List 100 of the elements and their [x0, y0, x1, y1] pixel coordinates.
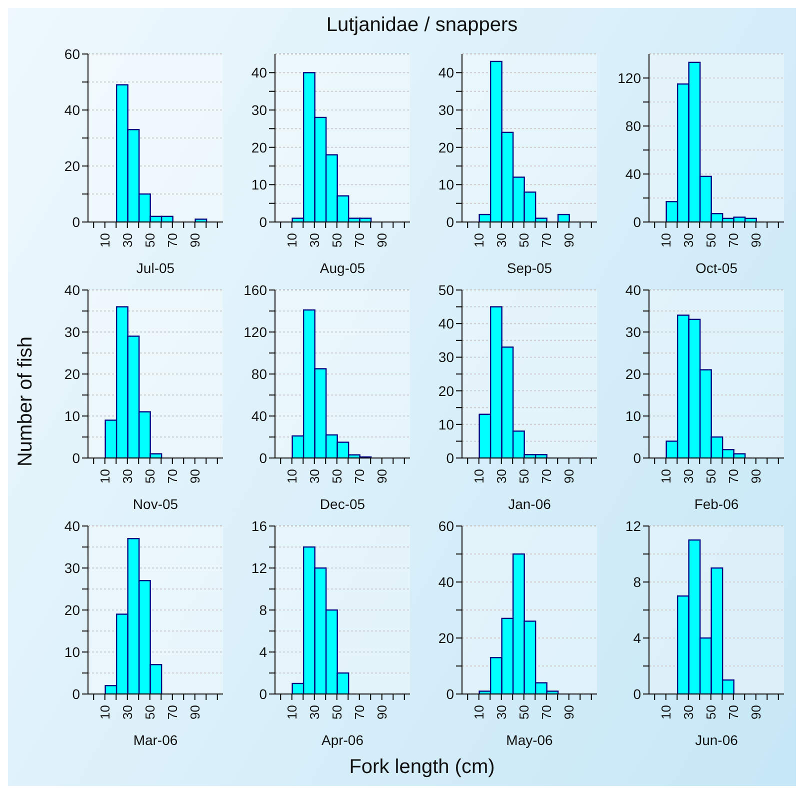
x-tick-label: 70 — [726, 233, 741, 248]
x-tick-label: 70 — [164, 705, 180, 720]
y-tick-label: 20 — [438, 139, 454, 156]
x-tick-label: 70 — [726, 469, 741, 484]
x-tick-label: 50 — [703, 469, 718, 484]
y-tick-label: 0 — [446, 214, 454, 230]
x-tick-label: 50 — [329, 705, 344, 720]
x-tick-label: 10 — [471, 469, 486, 484]
x-tick-label: 90 — [561, 469, 576, 484]
y-tick-label: 20 — [64, 158, 80, 174]
x-tick-label: 90 — [374, 233, 390, 248]
x-tick-label: 90 — [187, 705, 202, 720]
x-tick-label: 10 — [284, 469, 300, 484]
x-tick-label: 50 — [703, 705, 718, 720]
y-tick-label: 30 — [625, 324, 642, 340]
y-tick-label: 20 — [64, 602, 80, 618]
x-tick-label: 50 — [329, 233, 344, 248]
y-tick-label: 0 — [633, 686, 642, 702]
x-axis-title: Dec-05 — [320, 496, 366, 512]
x-tick-label: 50 — [516, 469, 532, 484]
y-tick-label: 80 — [251, 366, 268, 382]
y-tick-label: 0 — [446, 450, 454, 466]
y-tick-label: 40 — [251, 64, 268, 81]
y-tick-label: 10 — [64, 644, 80, 660]
x-tick-label: 50 — [516, 233, 532, 248]
text: Number of fish — [14, 336, 38, 466]
y-tick-label: 20 — [625, 366, 642, 382]
y-tick-label: 10 — [438, 416, 454, 432]
x-tick-label: 70 — [352, 705, 367, 720]
y-tick-label: 4 — [633, 630, 642, 646]
y-tick-label: 8 — [633, 574, 642, 590]
y-tick-label: 40 — [438, 64, 454, 81]
y-tick-label: 20 — [251, 139, 268, 156]
x-tick-label: 90 — [748, 233, 764, 248]
x-tick-label: 10 — [471, 705, 486, 720]
x-tick-label: 90 — [187, 469, 202, 484]
x-tick-label: 90 — [748, 705, 764, 720]
y-tick-label: 40 — [64, 282, 80, 298]
y-tick-label: 120 — [244, 324, 268, 340]
y-tick-label: 0 — [72, 686, 80, 702]
y-tick-label: 10 — [64, 408, 80, 424]
x-tick-label: 30 — [680, 233, 696, 248]
x-tick-label: 70 — [538, 233, 554, 248]
x-tick-label: 10 — [97, 705, 112, 720]
y-tick-label: 10 — [251, 176, 268, 193]
y-tick-label: 40 — [64, 102, 80, 118]
x-tick-label: 70 — [352, 469, 367, 484]
x-tick-label: 30 — [120, 233, 135, 248]
x-axis-title: Sep-05 — [506, 260, 552, 276]
x-tick-label: 50 — [703, 233, 718, 248]
y-tick-label: 0 — [446, 686, 454, 702]
y-tick-label: 12 — [251, 560, 268, 576]
y-tick-label: 4 — [259, 644, 268, 660]
x-tick-label: 30 — [120, 469, 135, 484]
x-tick-label: 10 — [658, 233, 674, 248]
x-tick-label: 50 — [142, 705, 158, 720]
y-tick-label: 0 — [259, 686, 268, 702]
x-tick-label: 30 — [120, 705, 135, 720]
x-axis-title: Jan-06 — [508, 496, 552, 512]
x-tick-label: 90 — [374, 705, 390, 720]
y-tick-label: 60 — [64, 46, 80, 62]
x-tick-label: 50 — [329, 469, 344, 484]
x-tick-label: 70 — [538, 469, 554, 484]
x-axis-title: Mar-06 — [133, 732, 178, 748]
y-tick-label: 0 — [633, 450, 642, 466]
x-tick-label: 70 — [352, 233, 367, 248]
x-tick-label: 50 — [142, 469, 158, 484]
y-tick-label: 30 — [251, 102, 268, 118]
x-tick-label: 90 — [561, 705, 576, 720]
x-axis-title: Oct-05 — [695, 260, 738, 276]
x-tick-label: 90 — [561, 233, 576, 248]
y-tick-label: 40 — [438, 316, 454, 332]
x-tick-label: 30 — [680, 469, 696, 484]
text: Lutjanidae / snappers — [325, 14, 519, 37]
y-tick-label: 60 — [438, 518, 454, 534]
x-tick-label: 10 — [658, 469, 674, 484]
x-tick-label: 30 — [494, 233, 509, 248]
y-tick-label: 30 — [438, 349, 454, 366]
y-tick-label: 30 — [438, 102, 454, 118]
y-tick-label: 16 — [251, 518, 268, 534]
x-tick-label: 10 — [97, 469, 112, 484]
x-tick-label: 90 — [374, 469, 390, 484]
y-tick-label: 50 — [438, 282, 454, 298]
y-tick-label: 40 — [625, 166, 642, 182]
y-tick-label: 0 — [633, 214, 642, 230]
x-tick-label: 30 — [306, 233, 322, 248]
x-axis-title: Nov-05 — [132, 496, 178, 512]
x-tick-label: 50 — [142, 233, 158, 248]
x-tick-label: 30 — [494, 705, 509, 720]
y-tick-label: 160 — [244, 282, 268, 298]
y-tick-label: 80 — [625, 118, 642, 134]
y-tick-label: 12 — [625, 518, 642, 534]
x-tick-label: 30 — [680, 705, 696, 720]
x-tick-label: 50 — [516, 705, 532, 720]
y-tick-label: 0 — [259, 214, 268, 230]
y-tick-label: 30 — [64, 560, 80, 576]
y-tick-label: 20 — [438, 382, 454, 399]
x-tick-label: 10 — [284, 705, 300, 720]
y-tick-label: 40 — [64, 518, 80, 534]
y-tick-label: 40 — [251, 408, 268, 424]
